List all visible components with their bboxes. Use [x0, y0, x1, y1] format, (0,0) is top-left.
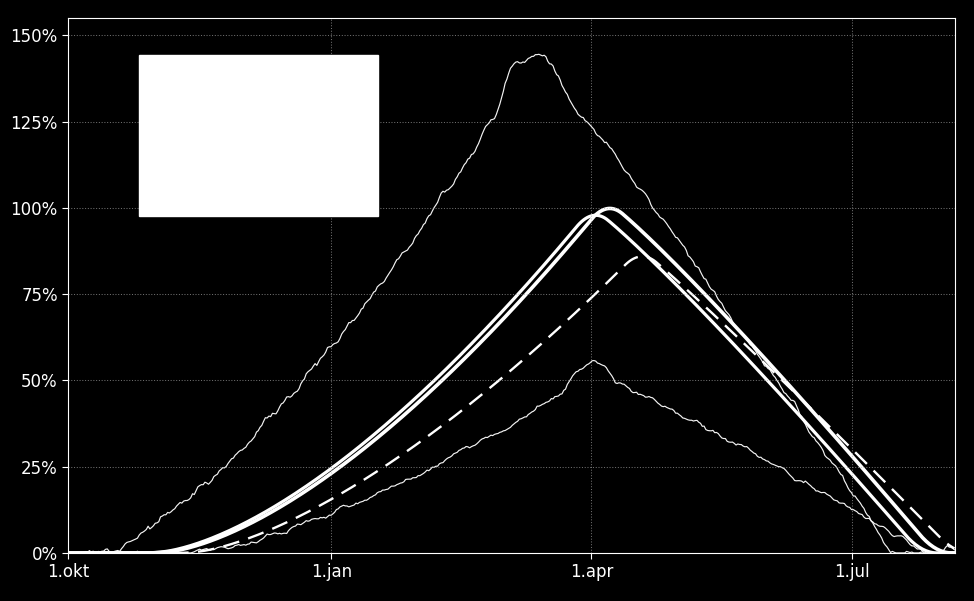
- FancyBboxPatch shape: [139, 55, 378, 216]
